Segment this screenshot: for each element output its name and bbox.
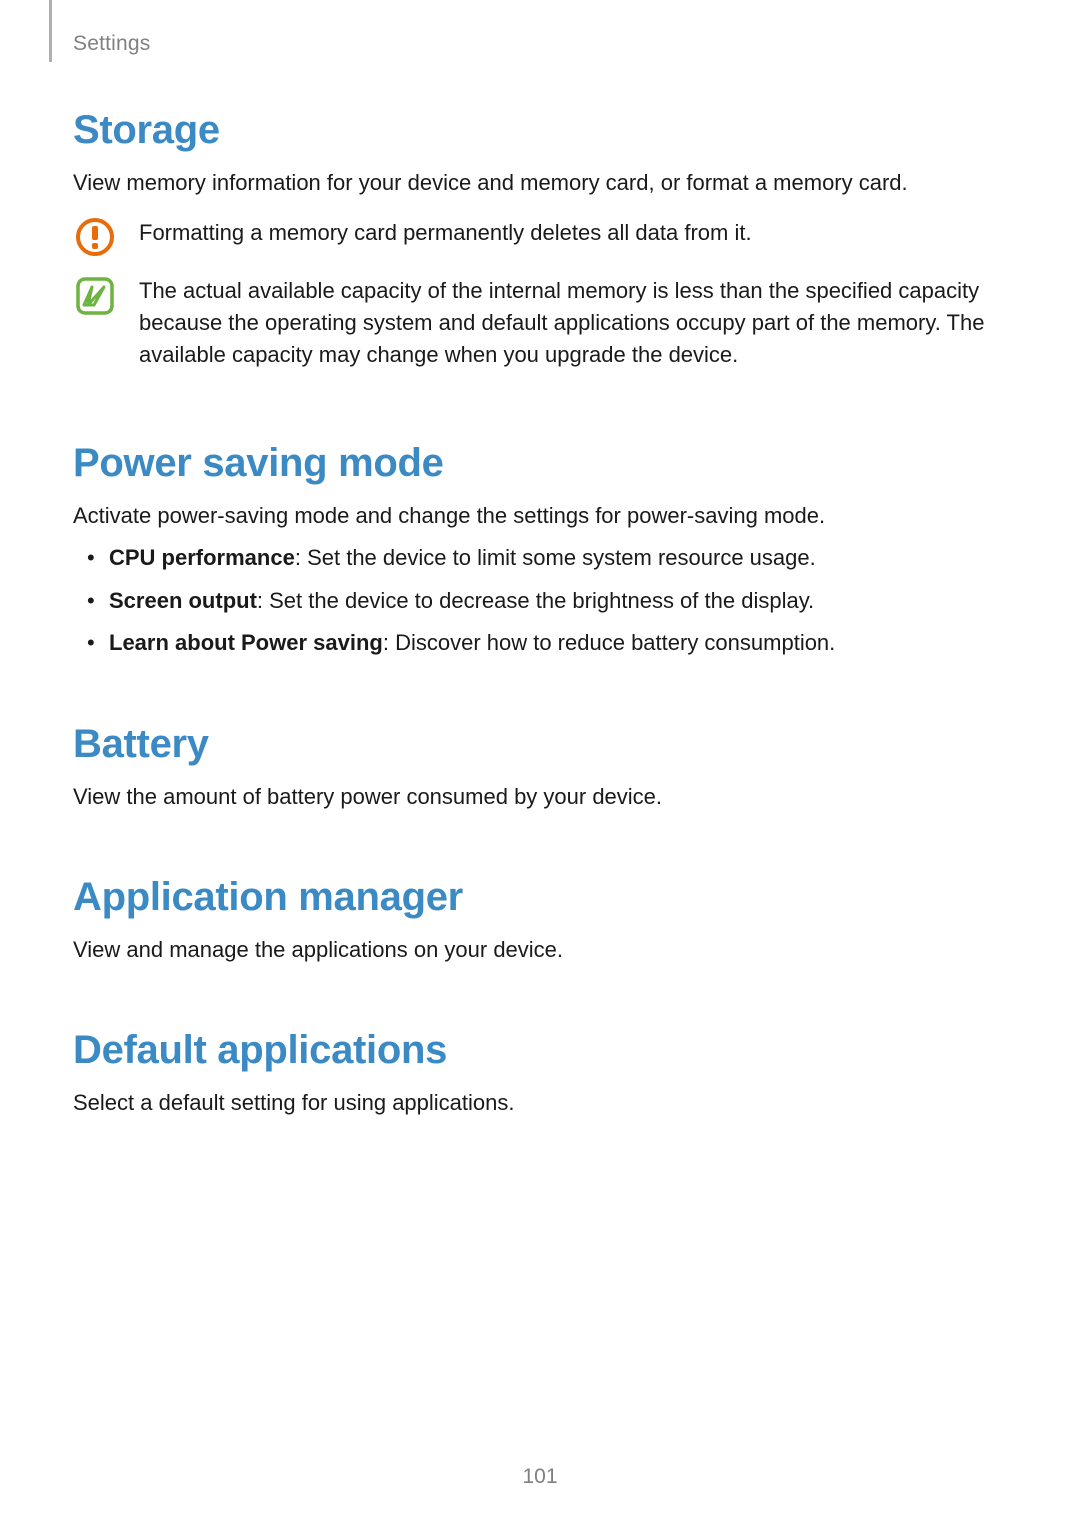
section-battery: Battery View the amount of battery power… — [73, 722, 1003, 813]
section-app-manager: Application manager View and manage the … — [73, 875, 1003, 966]
list-item: Screen output: Set the device to decreas… — [109, 584, 1003, 618]
heading-power-saving: Power saving mode — [73, 441, 1003, 486]
bullet-label: Learn about Power saving — [109, 630, 383, 655]
battery-description: View the amount of battery power consume… — [73, 781, 1003, 813]
section-storage: Storage View memory information for your… — [73, 108, 1003, 371]
bullet-text: : Set the device to decrease the brightn… — [257, 588, 814, 613]
section-default-apps: Default applications Select a default se… — [73, 1028, 1003, 1119]
heading-storage: Storage — [73, 108, 1003, 153]
note-icon — [74, 275, 116, 317]
power-saving-bullets: CPU performance: Set the device to limit… — [73, 541, 1003, 659]
power-saving-description: Activate power-saving mode and change th… — [73, 500, 1003, 532]
bullet-text: : Set the device to limit some system re… — [295, 545, 816, 570]
heading-battery: Battery — [73, 722, 1003, 767]
warning-icon — [75, 217, 115, 257]
bullet-label: Screen output — [109, 588, 257, 613]
section-power-saving: Power saving mode Activate power-saving … — [73, 441, 1003, 660]
page-number: 101 — [0, 1465, 1080, 1489]
warning-text: Formatting a memory card permanently del… — [139, 217, 752, 249]
breadcrumb: Settings — [73, 32, 150, 56]
header-rule — [49, 0, 52, 62]
default-apps-description: Select a default setting for using appli… — [73, 1087, 1003, 1119]
bullet-text: : Discover how to reduce battery consump… — [383, 630, 835, 655]
info-callout: The actual available capacity of the int… — [73, 275, 1003, 371]
app-manager-description: View and manage the applications on your… — [73, 934, 1003, 966]
heading-app-manager: Application manager — [73, 875, 1003, 920]
list-item: CPU performance: Set the device to limit… — [109, 541, 1003, 575]
storage-description: View memory information for your device … — [73, 167, 1003, 199]
bullet-label: CPU performance — [109, 545, 295, 570]
info-text: The actual available capacity of the int… — [139, 275, 1003, 371]
warning-callout: Formatting a memory card permanently del… — [73, 217, 1003, 257]
list-item: Learn about Power saving: Discover how t… — [109, 626, 1003, 660]
heading-default-apps: Default applications — [73, 1028, 1003, 1073]
